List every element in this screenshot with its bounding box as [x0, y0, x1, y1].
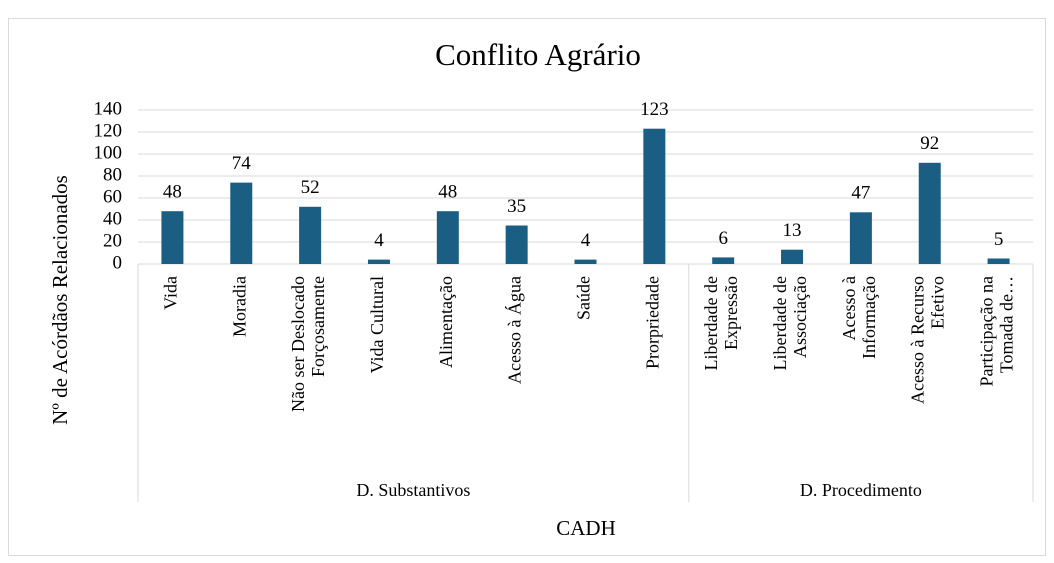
- y-tick-label: 60: [103, 186, 122, 207]
- y-tick-label: 0: [113, 252, 123, 273]
- x-tick-label-line: Informação: [859, 276, 879, 359]
- x-tick-label-line: Forçosamente: [308, 276, 328, 377]
- x-tick-label-line: Acesso à Recurso: [908, 276, 928, 404]
- data-label: 74: [232, 153, 252, 174]
- data-label: 4: [581, 230, 591, 251]
- x-tick-label: Acesso à Água: [504, 276, 525, 384]
- data-label: 52: [301, 177, 320, 198]
- x-tick-label: Liberdade deExpressão: [701, 276, 741, 370]
- x-tick-label: Não ser DeslocadoForçosamente: [288, 276, 328, 412]
- y-tick-label: 80: [103, 164, 122, 185]
- group-label: D. Substantivos: [356, 480, 470, 500]
- bar: [987, 258, 1010, 264]
- x-tick-label-line: Associação: [790, 276, 810, 358]
- data-label: 48: [163, 182, 182, 203]
- x-tick-label-line: Expressão: [721, 276, 741, 350]
- y-axis-label: Nº de Acórdãos Relacionados: [48, 175, 72, 425]
- x-tick-label-line: Saúde: [574, 276, 594, 320]
- x-tick-label: Vida: [161, 276, 181, 310]
- x-tick-label: Liberdade deAssociação: [770, 276, 810, 370]
- x-axis-label: CADH: [556, 516, 616, 540]
- data-label: 13: [783, 220, 802, 241]
- bar: [643, 128, 666, 264]
- bar: [574, 259, 597, 264]
- x-tick-label-line: Participação na: [977, 276, 997, 386]
- x-tick-label-line: Vida: [161, 276, 181, 310]
- x-tick-label: Saúde: [574, 276, 594, 320]
- chart-title: Conflito Agrário: [435, 37, 641, 72]
- group-label: D. Procedimento: [800, 480, 922, 500]
- data-label: 5: [994, 229, 1004, 250]
- data-label: 47: [851, 183, 870, 204]
- x-tick-label: Moradia: [229, 276, 249, 337]
- y-tick-label: 120: [94, 120, 123, 141]
- y-tick-label: 140: [94, 98, 123, 119]
- bar: [712, 257, 735, 264]
- x-tick-label-line: Acesso à: [839, 276, 859, 340]
- data-label: 35: [507, 196, 526, 217]
- y-tick-label: 40: [103, 208, 122, 229]
- x-tick-label: Prorpriedade: [642, 276, 662, 369]
- x-tick-label: Vida Cultural: [367, 276, 387, 373]
- x-tick-label-line: Não ser Deslocado: [288, 276, 308, 412]
- data-label: 6: [718, 228, 728, 249]
- x-tick-label: Participação naTomada de…: [977, 276, 1017, 386]
- x-tick-label-line: Prorpriedade: [642, 276, 662, 369]
- bar: [367, 259, 390, 264]
- bar: [849, 212, 872, 264]
- chart-border: [8, 18, 1046, 556]
- y-tick-label: 100: [94, 142, 123, 163]
- x-tick-label-line: Alimentação: [436, 276, 456, 368]
- x-tick-label-line: Liberdade de: [770, 276, 790, 370]
- data-label: 4: [374, 230, 384, 251]
- bar: [781, 249, 804, 264]
- x-tick-label: Acesso àInformação: [839, 276, 879, 359]
- x-tick-label-line: Efetivo: [928, 276, 948, 329]
- x-tick-label-line: Moradia: [229, 276, 249, 337]
- bar: [299, 206, 322, 264]
- bar: [505, 225, 528, 264]
- x-tick-label-line: Tomada de…: [997, 276, 1017, 373]
- x-tick-label-line: Acesso à Água: [504, 276, 525, 384]
- data-label: 48: [438, 182, 457, 203]
- x-tick-label-line: Liberdade de: [701, 276, 721, 370]
- x-tick-label: Acesso à RecursoEfetivo: [908, 276, 948, 404]
- bar: [230, 182, 253, 264]
- data-label: 123: [640, 99, 669, 120]
- bar: [161, 211, 184, 264]
- x-tick-label-line: Vida Cultural: [367, 276, 387, 373]
- bar: [436, 211, 459, 264]
- data-label: 92: [920, 133, 939, 154]
- y-tick-label: 20: [103, 230, 122, 251]
- bar: [918, 162, 941, 264]
- x-tick-label: Alimentação: [436, 276, 456, 368]
